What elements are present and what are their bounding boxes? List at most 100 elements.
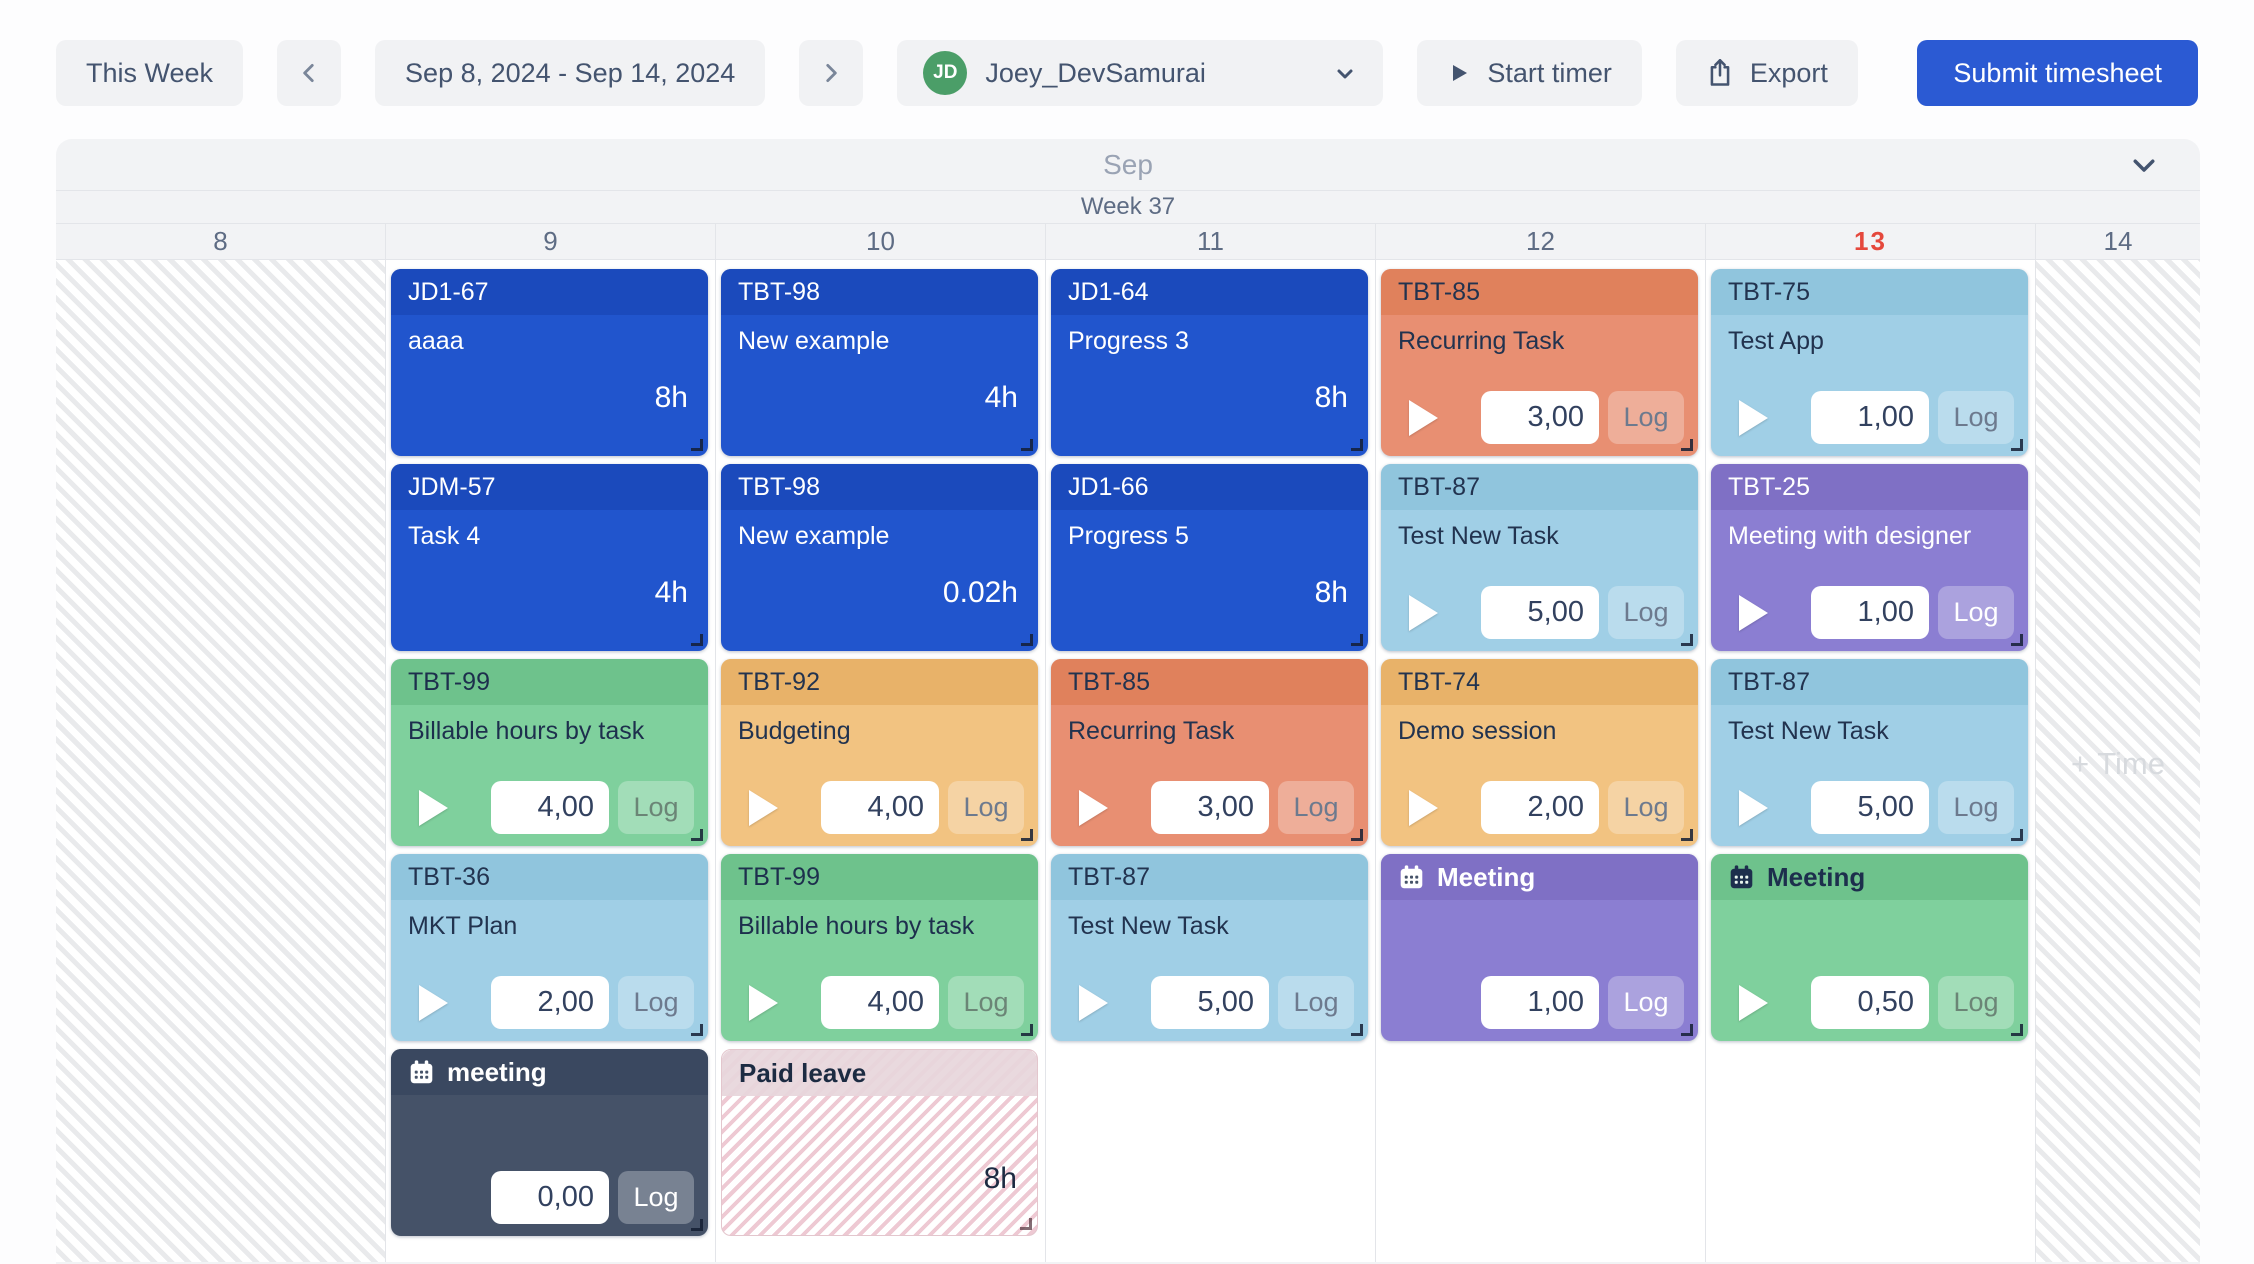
task-card[interactable]: TBT-87 Test New Task Log [1711, 659, 2028, 846]
log-button[interactable]: Log [1608, 586, 1684, 639]
user-dropdown[interactable]: JD Joey_DevSamurai [897, 40, 1384, 106]
time-input[interactable] [491, 1171, 609, 1224]
log-button[interactable]: Log [618, 781, 694, 834]
day-column-14[interactable]: + Time [2036, 260, 2200, 1262]
log-button[interactable]: Log [1938, 391, 2014, 444]
play-icon[interactable] [1409, 399, 1438, 436]
task-card[interactable]: TBT-98 New example 4h [721, 269, 1038, 456]
play-icon[interactable] [749, 789, 778, 826]
task-card[interactable]: TBT-75 Test App Log [1711, 269, 2028, 456]
play-icon[interactable] [1079, 789, 1108, 826]
play-icon[interactable] [1739, 789, 1768, 826]
card-title: Meeting [1437, 861, 1536, 892]
export-button[interactable]: Export [1675, 40, 1858, 106]
time-input[interactable] [1481, 391, 1599, 444]
play-icon[interactable] [749, 984, 778, 1021]
issue-key: JD1-67 [408, 277, 489, 306]
issue-key: JD1-66 [1068, 472, 1149, 501]
time-input[interactable] [1151, 976, 1269, 1029]
time-input[interactable] [1811, 976, 1929, 1029]
task-card[interactable]: TBT-87 Test New Task Log [1381, 464, 1698, 651]
logged-hours: 8h [1314, 381, 1348, 414]
log-button[interactable]: Log [1608, 391, 1684, 444]
issue-key: JDM-57 [408, 472, 496, 501]
time-input[interactable] [491, 976, 609, 1029]
play-icon[interactable] [1739, 984, 1768, 1021]
start-timer-button[interactable]: Start timer [1417, 40, 1642, 106]
day-column-11[interactable]: JD1-64 Progress 3 8h JD1-66 Progress 5 8h TBT-… [1046, 260, 1376, 1262]
card-header: TBT-75 [1711, 269, 2028, 315]
task-card[interactable]: TBT-74 Demo session Log [1381, 659, 1698, 846]
task-card[interactable]: TBT-87 Test New Task Log [1051, 854, 1368, 1041]
log-button[interactable]: Log [1278, 976, 1354, 1029]
next-week-button[interactable] [799, 40, 864, 106]
task-card[interactable]: TBT-25 Meeting with designer Log [1711, 464, 2028, 651]
previous-week-button[interactable] [277, 40, 342, 106]
date-range-button[interactable]: Sep 8, 2024 - Sep 14, 2024 [375, 40, 766, 106]
time-input[interactable] [491, 781, 609, 834]
log-button[interactable]: Log [948, 781, 1024, 834]
day-column-9[interactable]: JD1-67 aaaa 8h JDM-57 Task 4 4h TBT-99 Billable… [386, 260, 716, 1262]
play-icon[interactable] [1079, 984, 1108, 1021]
time-input[interactable] [1811, 586, 1929, 639]
card-title: Billable hours by task [738, 912, 975, 940]
submit-timesheet-button[interactable]: Submit timesheet [1917, 40, 2198, 106]
event-card[interactable]: meeting Log [391, 1049, 708, 1236]
log-button[interactable]: Log [1938, 781, 2014, 834]
task-card[interactable]: JD1-67 aaaa 8h [391, 269, 708, 456]
play-icon[interactable] [419, 984, 448, 1021]
play-icon[interactable] [1409, 789, 1438, 826]
time-input[interactable] [1811, 391, 1929, 444]
time-input[interactable] [821, 781, 939, 834]
time-input[interactable] [1811, 781, 1929, 834]
task-card[interactable]: TBT-85 Recurring Task Log [1381, 269, 1698, 456]
task-card[interactable]: TBT-36 MKT Plan Log [391, 854, 708, 1041]
log-button[interactable]: Log [1938, 976, 2014, 1029]
event-card[interactable]: Meeting Log [1711, 854, 2028, 1041]
logged-hours: 4h [654, 576, 688, 609]
task-card[interactable]: JDM-57 Task 4 4h [391, 464, 708, 651]
card-header: TBT-99 [391, 659, 708, 705]
task-card[interactable]: JD1-66 Progress 5 8h [1051, 464, 1368, 651]
time-input[interactable] [1151, 781, 1269, 834]
play-icon[interactable] [419, 789, 448, 826]
log-button[interactable]: Log [618, 976, 694, 1029]
log-button[interactable]: Log [948, 976, 1024, 1029]
play-icon[interactable] [1409, 594, 1438, 631]
card-header: TBT-85 [1381, 269, 1698, 315]
time-input[interactable] [1481, 976, 1599, 1029]
time-input[interactable] [821, 976, 939, 1029]
task-card[interactable]: TBT-92 Budgeting Log [721, 659, 1038, 846]
start-timer-label: Start timer [1487, 57, 1612, 88]
month-header: Sep [56, 139, 2200, 191]
play-icon[interactable] [1739, 594, 1768, 631]
issue-key: TBT-85 [1398, 277, 1480, 306]
log-button[interactable]: Log [1608, 781, 1684, 834]
card-header: TBT-87 [1051, 854, 1368, 900]
task-card[interactable]: TBT-99 Billable hours by task Log [391, 659, 708, 846]
collapse-calendar-button[interactable] [2122, 149, 2166, 183]
day-column-8[interactable] [56, 260, 386, 1262]
day-column-13[interactable]: TBT-75 Test App Log TBT-25 Meeting with desi… [1706, 260, 2036, 1262]
day-column-10[interactable]: TBT-98 New example 4h TBT-98 New example 0.02… [716, 260, 1046, 1262]
log-button[interactable]: Log [1608, 976, 1684, 1029]
task-card[interactable]: TBT-99 Billable hours by task Log [721, 854, 1038, 1041]
leave-card[interactable]: Paid leave 8h [721, 1049, 1038, 1236]
task-card[interactable]: TBT-85 Recurring Task Log [1051, 659, 1368, 846]
event-card[interactable]: Meeting Log [1381, 854, 1698, 1041]
play-icon[interactable] [1739, 399, 1768, 436]
log-button[interactable]: Log [618, 1171, 694, 1224]
time-input[interactable] [1481, 586, 1599, 639]
card-header: Meeting [1381, 854, 1698, 900]
add-time-hint[interactable]: + Time [2071, 746, 2165, 781]
card-title: Meeting [1767, 861, 1866, 892]
task-card[interactable]: TBT-98 New example 0.02h [721, 464, 1038, 651]
log-button[interactable]: Log [1938, 586, 2014, 639]
log-button[interactable]: Log [1278, 781, 1354, 834]
time-input[interactable] [1481, 781, 1599, 834]
card-title: Task 4 [408, 522, 481, 550]
this-week-button[interactable]: This Week [56, 40, 244, 106]
day-column-12[interactable]: TBT-85 Recurring Task Log TBT-87 Test New Ta… [1376, 260, 1706, 1262]
task-card[interactable]: JD1-64 Progress 3 8h [1051, 269, 1368, 456]
card-footer: Log [391, 976, 708, 1029]
